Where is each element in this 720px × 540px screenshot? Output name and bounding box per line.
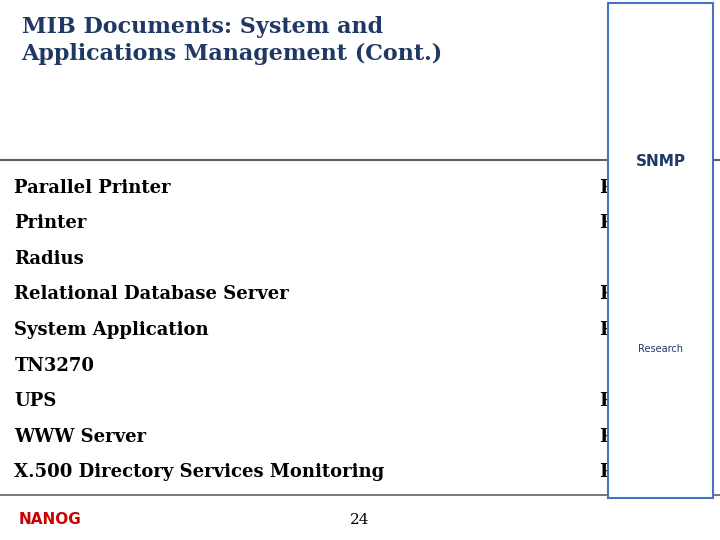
Text: SNMP: SNMP xyxy=(636,153,685,168)
Text: RFC 2287: RFC 2287 xyxy=(600,321,698,339)
Text: Printer: Printer xyxy=(14,214,87,232)
Text: RFC 1628: RFC 1628 xyxy=(600,392,698,410)
Text: Multiple: Multiple xyxy=(612,250,698,268)
Text: Parallel Printer: Parallel Printer xyxy=(14,179,171,197)
Text: X.500 Directory Services Monitoring: X.500 Directory Services Monitoring xyxy=(14,463,384,481)
Text: RFC 1697: RFC 1697 xyxy=(600,286,698,303)
Text: Research: Research xyxy=(638,344,683,354)
Text: Multiple: Multiple xyxy=(612,356,698,375)
Text: 24: 24 xyxy=(350,513,370,527)
Text: TN3270: TN3270 xyxy=(14,356,94,375)
Text: Relational Database Server: Relational Database Server xyxy=(14,286,289,303)
Text: RFC 1660: RFC 1660 xyxy=(600,179,698,197)
FancyBboxPatch shape xyxy=(608,3,713,498)
Text: RFC 1759: RFC 1759 xyxy=(600,214,698,232)
Text: Radius: Radius xyxy=(14,250,84,268)
Text: MIB Documents: System and
Applications Management (Cont.): MIB Documents: System and Applications M… xyxy=(22,16,443,65)
Text: RFC 2594: RFC 2594 xyxy=(600,428,698,445)
Text: NANOG: NANOG xyxy=(19,512,82,528)
Text: WWW Server: WWW Server xyxy=(14,428,147,445)
Text: RFC 2605: RFC 2605 xyxy=(600,463,698,481)
Text: System Application: System Application xyxy=(14,321,209,339)
Text: UPS: UPS xyxy=(14,392,57,410)
